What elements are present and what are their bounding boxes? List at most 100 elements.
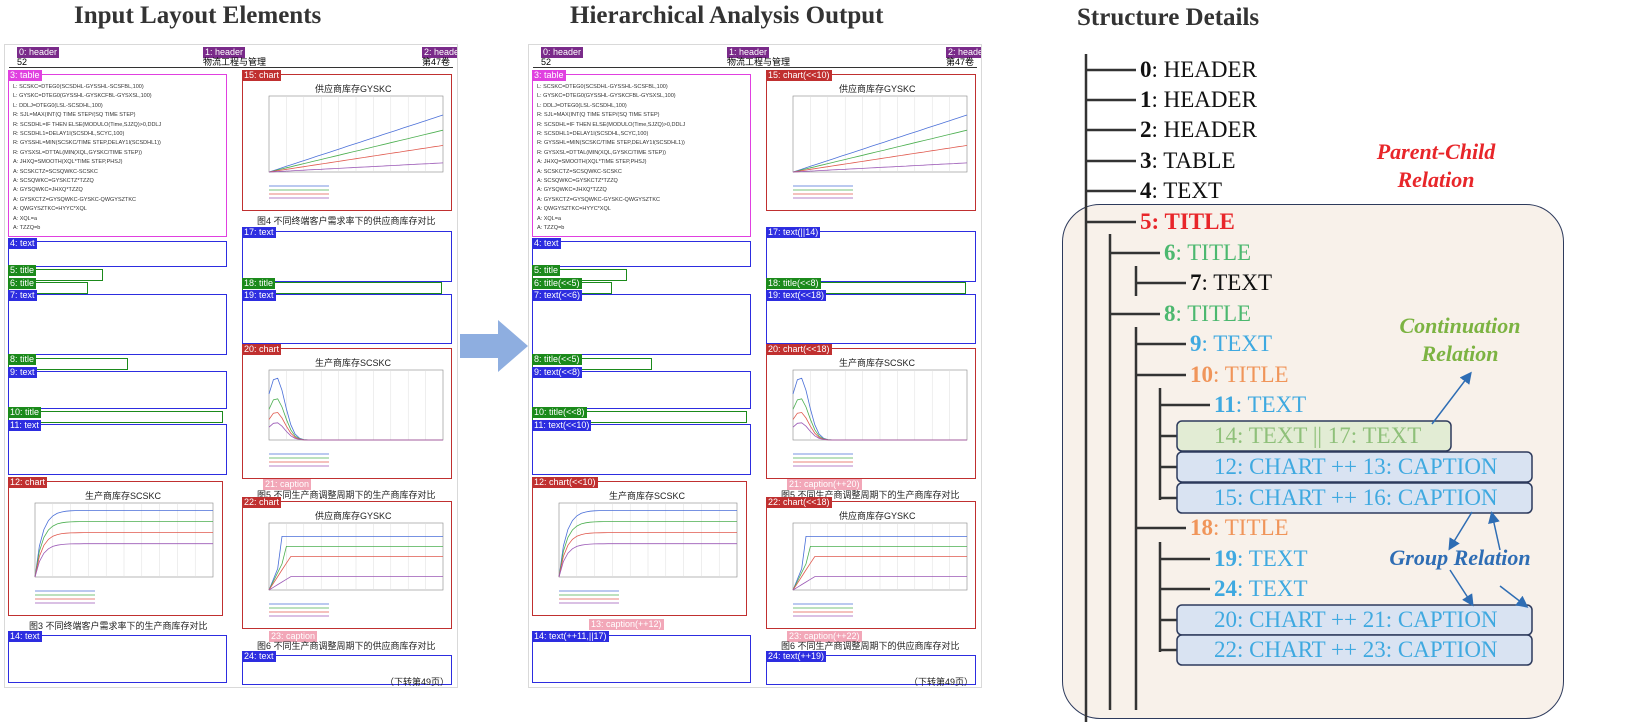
tree-node-id: 1 [1140,87,1152,112]
out-text-7-box [532,294,751,355]
continuation-arrow [1431,371,1472,425]
out-text-11-tag: 11: text(<<10) [532,420,592,431]
header-0-tag: 0: header [17,47,60,58]
series-line [792,576,967,591]
tree-node-8: 8: TITLE [1164,301,1251,327]
series-line [792,129,968,173]
input-page: 0: header 1: header 2: header 52 物流工程与管理… [4,44,458,688]
table-row: R: SJL=MAX(INT(Q TIME STEP/(SQ TIME STEP… [537,112,660,119]
group-relation-label: Group Relation [1389,545,1531,570]
chart-12-box [8,481,223,616]
tree-node-type: TITLE [1224,515,1289,540]
structure-panel: 0: HEADER 1: HEADER 2: HEADER 3: TABLE 4: TE… [1060,40,1644,726]
group-arrow-4 [1499,585,1529,608]
out-chart-22-tag: 22: chart(<<18) [766,497,832,508]
table-row: A: QWGYSZTKC=HYYC*XQL [13,206,87,213]
table-row: L: GYSKC=DTEG0(GYSSHL-GYSKCFBL-GYSXSL,10… [13,93,152,100]
series-line [558,509,737,578]
table-rows: L: SCSKC=DTEG0(SCSDHL-GYSSHL-SCSFBL,100)… [13,83,223,234]
text-11-box [8,424,227,475]
series-line [268,162,444,173]
caption-21-tag: 21: caption [263,479,312,490]
footer-note: （下转第49页） [385,677,450,687]
tree-node-type: TITLE [1187,301,1252,326]
out-text-14-tag: 14: text(++11,||17) [532,631,609,642]
caption-13: 图3 不同终端客户需求率下的生产商库存对比 [29,621,208,631]
tree-node-separator: : [1235,392,1248,417]
table-row: L: SCSKC=DTEG0(SCSDHL-GYSSHL-SCSFBL,100) [537,84,668,90]
chart-22-title: 供应商库存GYSKC [315,511,392,521]
series-line [268,114,444,173]
tree-node-relation: 14: TEXT || 17: TEXT [1214,423,1422,448]
tree-node-type: TEXT [1163,178,1222,203]
out-title-18-tag: 18: title(<<8) [766,278,821,289]
series-line [792,162,968,173]
out-chart-15-box [766,74,976,211]
tree-node-id: 0 [1140,57,1152,82]
chart-20-tag: 20: chart [242,344,282,355]
table-row: L: DDLJ=DTEG0(LSL-SCSDHL,100) [13,102,103,109]
chart-12-plot [34,502,214,604]
text-9-box [8,371,227,409]
text-24-tag: 24: text [242,651,276,662]
out-page-number: 52 [541,57,552,67]
tree-node-separator: : [1151,209,1165,234]
group-box-12-13 [1176,451,1533,483]
tree-node-type: TEXT [1248,576,1308,601]
series-line [558,521,737,578]
out-text-7-tag: 7: text(<<6) [532,290,583,301]
series-line [558,543,737,578]
out-chart-20-tag: 20: chart(<<18) [766,344,832,355]
panel-title-input: Input Layout Elements [74,2,322,29]
tree-node-id: 4 [1140,178,1152,203]
out-chart-12-plot [558,502,738,604]
caption-16: 图4 不同终端客户需求率下的供应商库存对比 [257,216,436,226]
chart-20-title: 生产商库存SCSKC [315,358,392,368]
text-9-tag: 9: text [8,367,37,378]
table-row: A: GYSKCTZ=GYSQWKC-GYSKC-QWGYSZTKC [13,196,136,203]
out-text-19-box [766,294,976,344]
series-line [268,546,443,591]
table-row: A: GYSQWKC=JHXQ*TZZQ [13,187,83,194]
arrow-shape [460,320,528,372]
table-row: R: GYSXSL=DTTAL(MIN(XQL,GYSKC/TIME STEP)… [13,149,143,156]
group-box-22-23 [1176,634,1533,666]
chart-20-box [242,348,452,479]
tree-node-4: 4: TEXT [1140,178,1222,204]
panel-title-output: Hierarchical Analysis Output [570,2,884,29]
text-14-box [8,635,227,683]
tree-node-5: 5: TITLE [1140,209,1235,235]
series-line [792,535,967,591]
table-row: A: XQL=a [537,215,562,222]
series-line [34,532,213,578]
group-arrow-3 [1449,569,1474,607]
table-row: R: SCSDHL=IF THEN ELSE(MODULO(Time,SJZQ)… [537,121,686,128]
table-row: R: SCSDHL1=DELAY1I(SCSDHL,SCYC,100) [13,131,125,138]
out-chart-15-plot [792,95,968,199]
tree-node-id: 9 [1190,331,1202,356]
tree-node-id: 19 [1214,546,1237,571]
table-row: A: TZZQ=b [537,225,565,232]
title-5-tag: 5: title [8,265,37,276]
table-row: R: GYSSHL=MIN(SCSKC/TIME STEP,DELAY1I(SC… [537,140,685,147]
tree-node-1: 1: HEADER [1140,87,1257,113]
out-header-rule [533,67,977,68]
tree-node-7: 7: TEXT [1190,270,1272,296]
page-number: 52 [17,57,28,67]
chart-22-tag: 22: chart [242,497,282,508]
chart-12-tag: 12: chart [8,477,48,488]
text-17-box [242,231,452,282]
out-chart-22-plot [792,522,968,617]
out-chart-15-title: 供应商库存GYSKC [839,84,916,94]
chart-22-plot [268,522,444,617]
series-line [268,535,443,591]
series-line [792,145,968,173]
tree-node-separator: : [1213,362,1225,387]
out-journal-name: 物流工程与管理 [727,57,791,67]
table-row: L: DDLJ=DTEG0(LSL-SCSDHL,100) [537,102,627,109]
continuation-box-14-17 [1176,420,1452,452]
chart-22-box [242,501,452,629]
out-text-9-box [532,371,751,409]
out-caption-23: 图6 不同生产商调整周期下的供应商库存对比 [781,641,960,651]
table-row: A: SCSQWKC=GYSKCTZ*TZZQ [13,178,94,185]
